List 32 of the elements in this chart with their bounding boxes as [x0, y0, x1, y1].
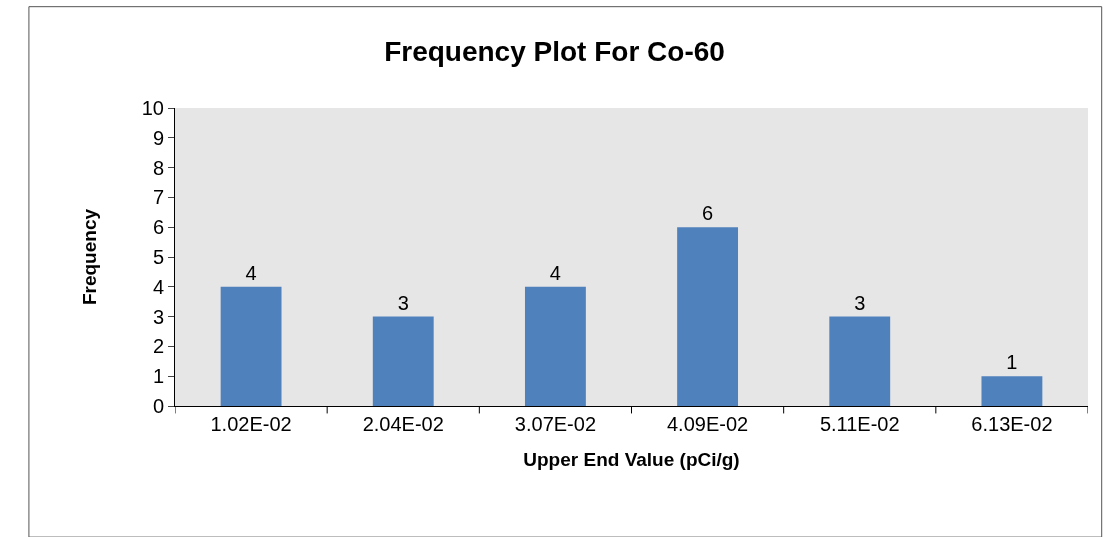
y-tick-label: 1 [152, 365, 164, 388]
bar [220, 286, 282, 406]
data-label: 3 [854, 291, 866, 314]
y-axis-title: Frequency [78, 208, 100, 306]
x-tick-label: 1.02E-02 [210, 413, 292, 435]
y-tick-label: 9 [152, 126, 164, 149]
data-label: 6 [702, 202, 714, 225]
y-tick-label: 2 [152, 335, 164, 358]
y-tick-label: 7 [152, 186, 164, 209]
bar [677, 227, 739, 406]
bar [829, 316, 891, 406]
bar [372, 316, 434, 406]
x-tick-label: 4.09E-02 [666, 413, 749, 435]
y-tick-label: 4 [152, 275, 164, 298]
x-tick-label: 6.13E-02 [971, 413, 1053, 435]
bar [981, 376, 1043, 406]
y-tick-label: 0 [152, 395, 164, 417]
x-tick-label: 3.07E-02 [514, 413, 597, 435]
y-tick-label: 10 [141, 97, 164, 119]
data-label: 3 [397, 291, 409, 314]
x-axis-title: Upper End Value (pCi/g) [523, 448, 740, 470]
data-label: 1 [1006, 351, 1018, 374]
x-tick-label: 2.04E-02 [362, 413, 444, 435]
y-tick-label: 3 [152, 305, 164, 328]
y-tick-label: 6 [152, 216, 164, 239]
data-label: 4 [245, 261, 257, 284]
y-tick-label: 8 [152, 156, 164, 179]
bar [524, 286, 586, 406]
x-tick-label: 5.11E-02 [819, 413, 900, 435]
chart-title: Frequency Plot For Co-60 [384, 35, 725, 67]
y-tick-label: 5 [152, 246, 164, 268]
data-label: 4 [549, 261, 561, 284]
